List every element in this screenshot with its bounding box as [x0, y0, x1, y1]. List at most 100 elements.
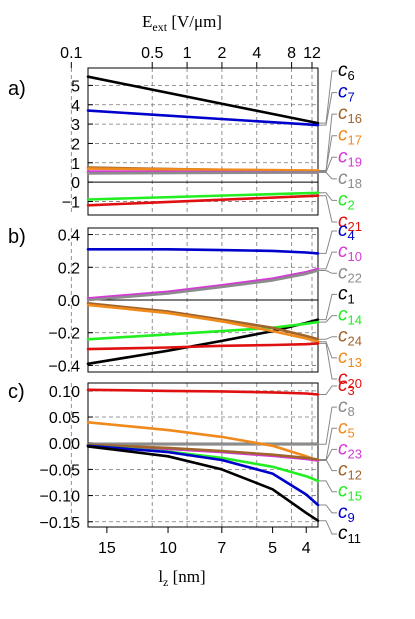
panel-label: a): [8, 78, 26, 100]
series-leader-line: [319, 480, 337, 493]
series-label-main: c: [338, 60, 348, 81]
bottom-axis-tick-label: 7: [217, 540, 226, 557]
y-axis-tick-label: 1: [71, 156, 80, 173]
series-label-sub: 12: [348, 468, 362, 483]
series-label-main: c: [338, 305, 348, 326]
series-layer: [86, 75, 320, 523]
series-leader-line: [319, 135, 337, 171]
series-label-main: c: [338, 326, 348, 347]
y-axis-tick-label: 0.2: [58, 260, 80, 277]
top-axis-tick-label: 1: [183, 45, 192, 62]
series-line: [86, 301, 320, 341]
series-line: [86, 248, 320, 255]
bottom-axis-title-unit: [nm]: [168, 567, 205, 586]
series-leader-line: [319, 113, 337, 172]
series-label: c15: [338, 481, 362, 504]
series-label-sub: 7: [348, 90, 355, 105]
series-leader-line: [319, 385, 337, 395]
series-label: c10: [338, 241, 362, 264]
series-leader-line: [319, 459, 337, 472]
series-line: [86, 320, 320, 341]
series-label: c21: [338, 211, 362, 234]
series-line: [86, 75, 320, 125]
series-line: [86, 171, 320, 175]
series-leader-line: [319, 504, 337, 514]
series-line: [86, 342, 320, 351]
series-line: [86, 269, 320, 302]
series-label-sub: 24: [348, 334, 362, 349]
series-label-main: c: [338, 417, 348, 438]
series-label: c17: [338, 125, 362, 148]
y-axis-tick-label: 3: [71, 117, 80, 134]
series-label-sub: 15: [348, 489, 362, 504]
series-label-sub: 19: [348, 154, 362, 169]
y-axis-tick-label: −0.15: [40, 515, 81, 532]
y-axis-tick-label: −0.10: [40, 489, 81, 506]
series-line: [86, 267, 320, 300]
series-label-sub: 8: [348, 404, 355, 419]
series-label-sub: 20: [348, 376, 362, 391]
y-axis-tick-label: 0.05: [49, 410, 80, 427]
panel-label: c): [8, 381, 25, 403]
series-label-sub: 13: [348, 355, 362, 370]
y-axis-tick-label: 0: [71, 175, 80, 192]
series-label-main: c: [338, 438, 348, 459]
series-leader-line: [319, 230, 337, 254]
series-label-sub: 23: [348, 446, 362, 461]
series-leader-line: [319, 406, 337, 445]
y-axis-tick-label: 0.10: [49, 384, 80, 401]
panel-frame: [87, 382, 319, 528]
series-leader-line: [319, 342, 337, 380]
y-axis-tick-label: 5: [71, 78, 80, 95]
bottom-axis-tick-label: 15: [98, 540, 116, 557]
bottom-axis-tick-label: 4: [302, 540, 311, 557]
series-leader-line: [319, 341, 337, 359]
top-axis-title-main: E: [142, 12, 152, 31]
series-leader-line: [319, 315, 337, 323]
series-label-sub: 18: [348, 176, 362, 191]
series-leader-line: [319, 192, 337, 201]
series-label-sub: 3: [348, 383, 355, 398]
series-label-sub: 10: [348, 249, 362, 264]
series-line: [86, 191, 320, 201]
bottom-axis-title-sub: z: [163, 575, 168, 589]
series-label-sub: 5: [348, 425, 355, 440]
series-line: [86, 445, 320, 523]
series-label: c19: [338, 146, 362, 169]
y-axis-tick-label: −0.05: [40, 462, 81, 479]
series-label: c13: [338, 347, 362, 370]
panel-label: b): [8, 226, 26, 248]
series-label-sub: 1: [348, 291, 355, 306]
series-label-main: c: [338, 146, 348, 167]
series-label-main: c: [338, 211, 348, 232]
series-label: c1: [338, 283, 355, 306]
series-label-sub: 22: [348, 270, 362, 285]
series-leader-line: [319, 171, 337, 180]
series-label-main: c: [338, 262, 348, 283]
series-label: c6: [338, 60, 355, 83]
series-leader-line: [319, 520, 337, 535]
y-axis-tick-label: 0.0: [58, 293, 80, 310]
series-line: [86, 388, 320, 396]
series-label: c3: [338, 375, 355, 398]
series-label: c9: [338, 502, 355, 525]
series-label-main: c: [338, 481, 348, 502]
series-label: c5: [338, 417, 355, 440]
series-label-main: c: [338, 82, 348, 103]
top-axis-tick-label: 12: [303, 45, 321, 62]
series-label-sub: 2: [348, 197, 355, 212]
top-axis-tick-label: 4: [252, 45, 261, 62]
series-label: c16: [338, 103, 362, 126]
y-axis-tick-label: 0.4: [58, 228, 80, 245]
series-label: c18: [338, 168, 362, 191]
series-label: c22: [338, 262, 362, 285]
series-label-sub: 21: [348, 219, 362, 234]
series-label-main: c: [338, 460, 348, 481]
series-label-main: c: [338, 220, 348, 241]
series-line: [86, 109, 320, 127]
series-label-sub: 9: [348, 510, 355, 525]
series-label: c8: [338, 396, 355, 419]
bottom-axis-title: lz [nm]: [158, 567, 205, 589]
series-label-main: c: [338, 125, 348, 146]
